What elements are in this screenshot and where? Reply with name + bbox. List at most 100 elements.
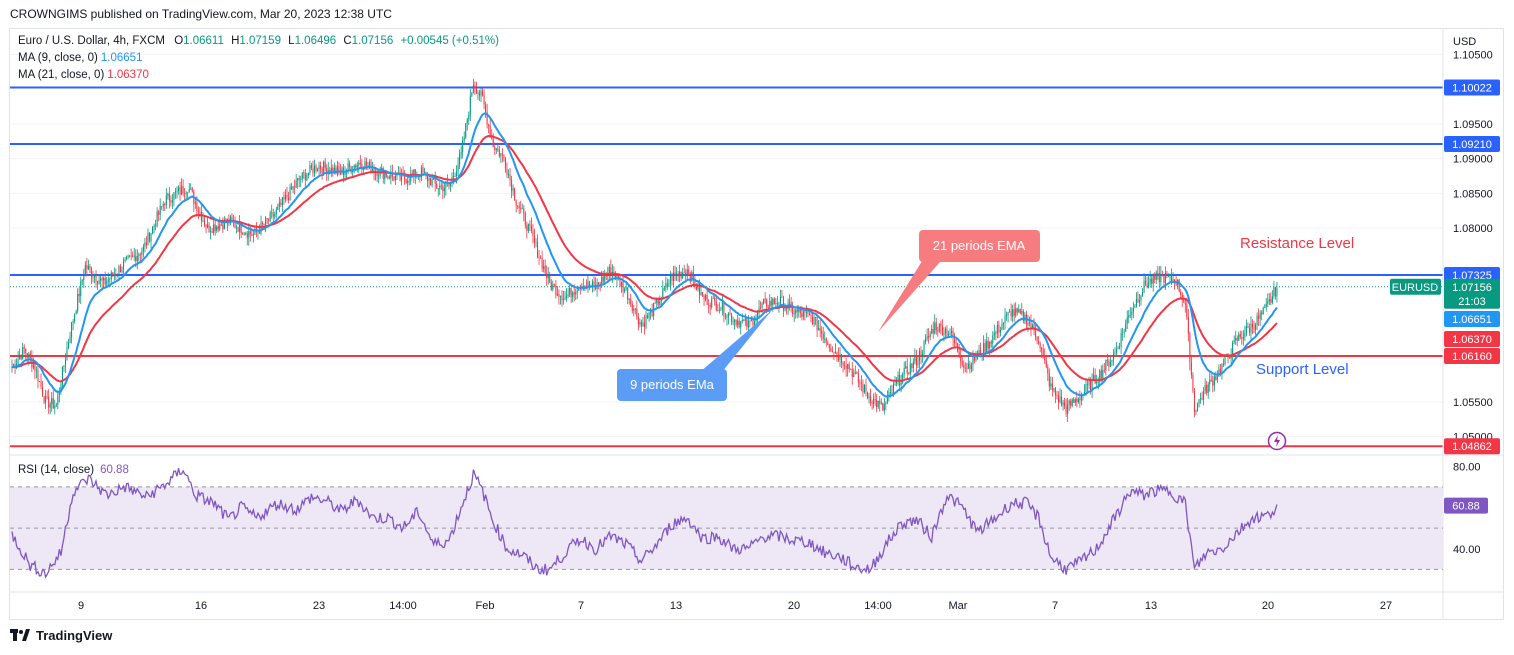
candle-body	[773, 298, 775, 305]
candle-body	[848, 364, 850, 370]
candle-body	[876, 399, 878, 408]
candle-body	[347, 163, 349, 171]
time-axis-ticks: 9 16 23 14:00 Feb 7 13 20 14:00 Mar 7 13 20 27	[78, 600, 1392, 612]
candle-body	[1044, 354, 1046, 361]
candle-body	[793, 313, 795, 315]
candle-body	[265, 218, 267, 225]
ma21-legend[interactable]: MA (21, close, 0) 1.06370	[18, 69, 149, 81]
candle-body	[921, 353, 924, 357]
candle-body	[640, 321, 642, 327]
candle-body	[364, 161, 366, 170]
candle-body	[750, 318, 752, 322]
candle-body	[705, 294, 707, 300]
candle-body	[118, 266, 120, 274]
lightning-icon[interactable]	[1267, 431, 1287, 451]
candle-body	[355, 165, 357, 168]
candle-body	[1258, 315, 1260, 319]
candle-body	[721, 302, 723, 310]
candle-body	[535, 242, 537, 243]
candle-body	[1129, 314, 1131, 316]
candle-body	[106, 281, 108, 285]
candle-body	[518, 206, 520, 209]
candle-body	[145, 242, 147, 245]
candle-body	[116, 273, 118, 276]
candle-body	[1140, 295, 1142, 301]
candle-body	[37, 369, 39, 382]
candle-body	[297, 178, 299, 181]
candle-body	[536, 242, 539, 258]
symbol-title[interactable]: Euro / U.S. Dollar, 4h, FXCM	[18, 35, 165, 47]
candle-body	[928, 336, 930, 338]
candle-body	[818, 328, 820, 331]
candle-body	[559, 295, 561, 297]
candle-body	[485, 104, 487, 112]
candle-body	[207, 224, 209, 228]
ema21-callout-text: 21 periods EMA	[933, 238, 1026, 253]
candle-body	[1103, 370, 1105, 372]
time-tick-label: 13	[670, 600, 682, 612]
candle-body	[1138, 300, 1140, 303]
candle-body	[1255, 324, 1257, 330]
candle-body	[940, 323, 942, 327]
candle-body	[552, 284, 554, 290]
candle-body	[703, 295, 705, 300]
candle-body	[63, 365, 65, 367]
candle-body	[1183, 300, 1185, 303]
support-level-label: Support Level	[1256, 361, 1349, 378]
candle-body	[810, 314, 812, 317]
candle-body	[1059, 396, 1061, 403]
ma9-label: MA (9, close, 0)	[18, 52, 98, 64]
candle-body	[779, 296, 781, 304]
candle-body	[708, 304, 710, 306]
candle-body	[197, 211, 199, 213]
candle-body	[738, 320, 740, 328]
candle-body	[126, 256, 128, 260]
candle-body	[141, 251, 143, 255]
candle-body	[955, 342, 957, 344]
candle-body	[624, 289, 626, 292]
candle-body	[1157, 272, 1159, 274]
candle-body	[841, 354, 843, 363]
high-label: H	[231, 35, 240, 47]
candle-body	[726, 316, 728, 318]
candle-body	[260, 222, 262, 234]
candle-body	[162, 204, 164, 207]
candle-body	[865, 385, 867, 393]
candle-body	[547, 274, 549, 279]
candle-body	[448, 183, 450, 187]
candle-body	[466, 119, 468, 124]
ma9-legend[interactable]: MA (9, close, 0) 1.06651	[18, 52, 142, 64]
candle-body	[471, 93, 473, 96]
candle-body	[837, 355, 840, 360]
time-tick-label: 20	[788, 600, 800, 612]
tradingview-footer[interactable]: TradingView	[10, 628, 112, 643]
candle-body	[1210, 379, 1212, 381]
candle-body	[480, 90, 482, 96]
candle-body	[853, 372, 855, 378]
candle-body	[1224, 355, 1226, 365]
candle-body	[210, 231, 212, 233]
candle-body	[850, 369, 852, 371]
candle-body	[498, 149, 500, 157]
candle-body	[323, 161, 325, 173]
candle-body	[271, 212, 273, 214]
candle-body	[614, 274, 616, 280]
candle-body	[452, 176, 455, 178]
candle-body	[1002, 323, 1005, 324]
candle-body	[602, 276, 604, 282]
candle-body	[274, 214, 276, 217]
rsi-legend[interactable]: RSI (14, close) 60.88	[18, 464, 129, 476]
candle-body	[93, 275, 96, 278]
candle-body	[445, 182, 447, 188]
candle-body	[1137, 298, 1139, 303]
candle-body	[171, 199, 173, 203]
candle-body	[1251, 323, 1254, 328]
candle-body	[923, 341, 925, 354]
candle-body	[38, 381, 41, 383]
candle-body	[281, 197, 283, 205]
candle-body	[399, 172, 401, 181]
candle-body	[205, 225, 207, 228]
candle-body	[634, 308, 636, 310]
candle-body	[101, 278, 103, 281]
